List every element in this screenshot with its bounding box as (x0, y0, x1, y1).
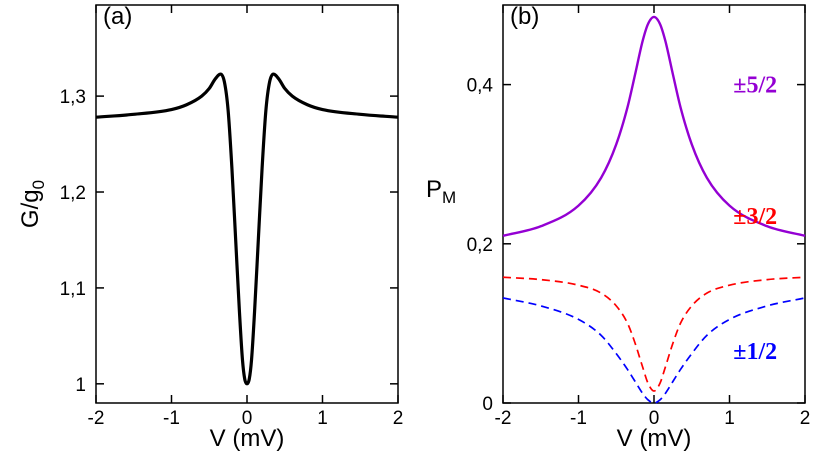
x-tick-label-a-3: 1 (317, 408, 328, 429)
y-axis-title-b-sub: M (442, 188, 456, 207)
y-axis-title-b-main: P (426, 176, 442, 203)
x-axis-title-b: V (mV) (617, 425, 692, 452)
y-tick-label-a-2: 1,2 (60, 183, 86, 204)
series-labels-b: ±5/2 ±3/2 ±1/2 (733, 73, 777, 366)
panel-a: -2 -1 0 1 211,11,21,3 (a) V (mV) G/g0 (17, 3, 403, 452)
x-tick-label-a-4: 2 (393, 408, 404, 429)
y-tick-label-b-0: 0 (482, 394, 493, 415)
panel-label-a: (a) (103, 3, 132, 30)
series-layer-a (95, 72, 399, 386)
series-label-1: ±3/2 (733, 204, 777, 230)
x-tick-label-b-1: -1 (570, 408, 587, 429)
y-tick-label-b-2: 0,4 (467, 76, 494, 97)
y-tick-label-a-3: 1,3 (60, 87, 86, 108)
ticks-b: -2 -1 0 1 2 0 0,2 0,4 (467, 5, 811, 429)
series-label-0: ±5/2 (733, 73, 777, 99)
x-tick-label-b-3: 1 (724, 408, 735, 429)
x-tick-label-a-1: -1 (163, 408, 180, 429)
y-tick-label-b-1: 0,2 (467, 235, 493, 256)
x-axis-title-a: V (mV) (210, 425, 285, 452)
x-tick-label-a-2: 0 (242, 408, 253, 429)
panel-b: -2 -1 0 1 2 0 0,2 0,4 (b) V (mV) PM ±5/2 ±3/2 ±1/… (426, 3, 810, 452)
plot-frame-a (95, 4, 399, 404)
series-line-a-0 (95, 72, 399, 386)
y-axis-title-a: G/g0 (17, 180, 48, 228)
series-layer-b (502, 15, 806, 404)
y-axis-title-a-main: G/g (17, 189, 44, 228)
series-label-2: ±1/2 (733, 339, 777, 365)
ticks-a: -2 -1 0 1 2 1 1,1 1,2 1,3 (60, 5, 404, 429)
y-tick-label-a-0: 1 (75, 375, 86, 396)
panel-label-b: (b) (510, 3, 539, 30)
x-tick-label-a-0: -2 (88, 408, 105, 429)
x-tick-label-b-2: 0 (649, 408, 660, 429)
y-axis-title-b: PM (426, 176, 456, 207)
y-tick-label-a-1: 1,1 (60, 279, 86, 300)
y-axis-title-a-sub: 0 (29, 180, 48, 189)
x-tick-label-b-0: -2 (495, 408, 512, 429)
series-line-b-0 (502, 15, 806, 238)
series-line-b-1 (502, 276, 806, 392)
series-line-b-2 (502, 297, 806, 404)
x-tick-label-b-4: 2 (800, 408, 811, 429)
